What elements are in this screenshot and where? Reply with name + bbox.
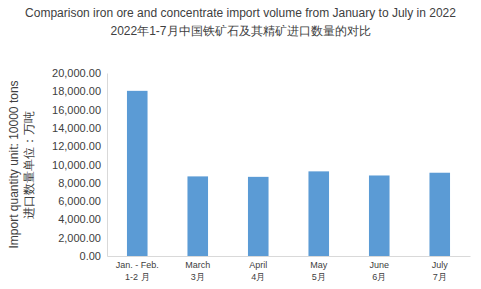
y-tick-label: 6,000.00 [58,195,101,207]
x-axis: Jan. - Feb. 1-2 月 March 3月 April 4月 May 5月 June 6… [108,256,471,282]
y-tick-label: 4,000.00 [58,213,101,225]
bar [429,173,450,256]
y-tick: 12,000.00 [52,140,107,152]
x-tick-label-line: July [432,260,449,270]
x-tick-label-line: Jan. - Feb. [116,260,159,270]
y-tick-label: 12,000.00 [52,140,101,152]
x-tick: April 4月 [249,256,267,282]
chart: Comparison iron ore and concentrate impo… [0,0,481,289]
x-tick-label-line: April [249,260,267,270]
y-tick-label: 8,000.00 [58,177,101,189]
x-tick-label-line: June [369,260,389,270]
y-tick: 18,000.00 [52,85,107,97]
y-axis: 0.00 2,000.00 4,000.00 6,000.00 8,000.00 10,0… [52,67,107,262]
bar [308,171,329,256]
title: Comparison iron ore and concentrate impo… [25,6,456,20]
y-tick: 6,000.00 [58,195,107,207]
x-tick-label-line: 3月 [191,272,205,282]
x-tick-label-line: 4月 [251,272,265,282]
plot: 0.00 2,000.00 4,000.00 6,000.00 8,000.00 10,0… [52,67,470,282]
x-tick: March 3月 [185,256,210,282]
y-tick: 2,000.00 [58,232,107,244]
x-tick-label-line: 5月 [312,272,326,282]
bar [187,176,208,256]
x-tick-label: June 6月 [369,260,389,281]
x-axis-line [108,256,471,257]
y-tick: 8,000.00 [58,177,107,189]
y-tick: 20,000.00 [52,67,107,79]
x-tick-label-line: 6月 [372,272,386,282]
x-tick-label-line: May [310,260,328,270]
y-tick: 14,000.00 [52,122,107,134]
x-tick: June 6月 [369,256,389,282]
x-tick-label: July 7月 [432,260,449,281]
bar [369,175,390,256]
y-tick-label: 0.00 [80,250,101,262]
y-tick-label: 2,000.00 [58,232,101,244]
y-tick-label: 10,000.00 [52,159,101,171]
x-tick-label-line: 7月 [433,272,447,282]
bars [127,91,450,256]
y-tick-label: 14,000.00 [52,122,101,134]
x-tick-label: Jan. - Feb. 1-2 月 [116,260,159,281]
y-tick: 10,000.00 [52,159,107,171]
y-tick: 16,000.00 [52,104,107,116]
x-tick-label: March 3月 [185,260,210,281]
x-tick-label-line: 1-2 月 [125,272,150,282]
x-tick-label: May 5月 [310,260,328,281]
x-tick: May 5月 [310,256,328,282]
x-tick: July 7月 [432,256,449,282]
y-tick-label: 18,000.00 [52,85,101,97]
y-tick: 4,000.00 [58,213,107,225]
bar [127,91,148,256]
y-axis-title: 进口数量单位：万吨 [22,111,36,219]
y-tick-label: 16,000.00 [52,104,101,116]
x-tick-label: April 4月 [249,260,267,281]
x-tick: Jan. - Feb. 1-2 月 [116,256,159,282]
subtitle: 2022年1-7月中国铁矿石及其精矿进口数量的对比 [110,24,370,38]
x-tick-label-line: March [185,260,210,270]
bar [248,177,269,256]
y-axis-title: Import quantity unit: 10000 tons [7,80,21,248]
y-tick: 0.00 [80,250,107,262]
y-tick-label: 20,000.00 [52,67,101,79]
y-axis-line [107,74,108,257]
